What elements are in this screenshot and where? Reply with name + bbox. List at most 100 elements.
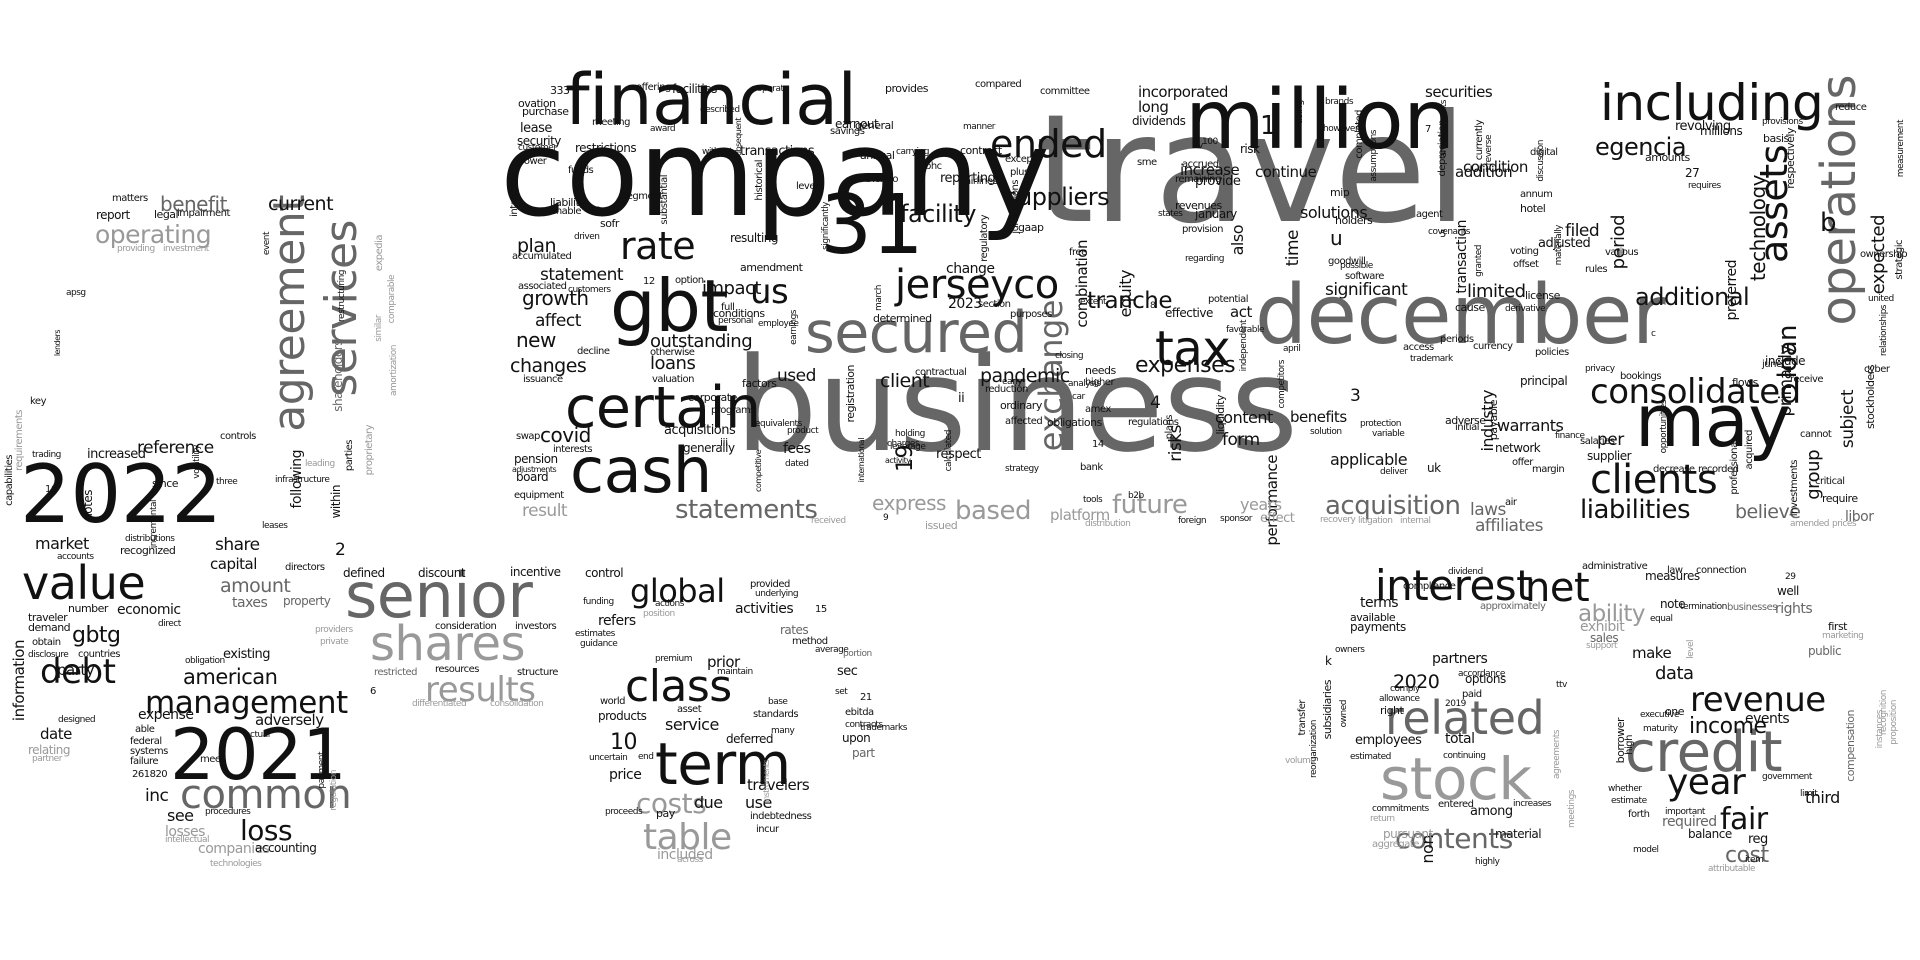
word-limit: limit: [1800, 789, 1818, 799]
word-investors: investors: [515, 621, 557, 632]
word-16: 16: [45, 484, 57, 495]
word-leading: leading: [305, 459, 335, 469]
word-covenants: covenants: [1428, 227, 1470, 237]
word-structure: structure: [517, 667, 558, 678]
word-intangible: intangible: [509, 172, 520, 217]
word-price: price: [609, 767, 642, 783]
word-adverse: adverse: [1445, 414, 1486, 427]
word-agreement: agreement: [264, 195, 315, 432]
word-2023: 2023: [948, 296, 982, 312]
word-reg: reg: [1748, 832, 1768, 847]
word-marketing: marketing: [1822, 631, 1864, 641]
word-capabilities: capabilities: [4, 455, 15, 506]
word-sales: sales: [1590, 631, 1619, 645]
word-ovation: ovation: [518, 97, 556, 110]
word-affect: affect: [535, 311, 581, 331]
word-level: level: [1686, 640, 1696, 659]
word-salaries: salaries: [1580, 436, 1615, 447]
word-gbtg: gbtg: [72, 623, 121, 648]
word-companies: companies: [198, 841, 270, 857]
word-earnout: earnout: [835, 117, 879, 131]
word-relationships: relationships: [1879, 305, 1889, 357]
word-portion: portion: [843, 649, 872, 659]
word-refers: refers: [598, 613, 636, 629]
word-common: common: [180, 772, 352, 818]
word-tax: tax: [1155, 321, 1231, 377]
word-actions: actions: [655, 599, 684, 609]
word-hotel: hotel: [1520, 202, 1546, 215]
word-libor: libor: [1845, 509, 1874, 525]
word-equivalents: equivalents: [755, 419, 802, 429]
word-21: 21: [860, 692, 872, 703]
word-critical: critical: [1815, 476, 1845, 487]
word-financial: financial: [565, 59, 857, 141]
word-flows: flows: [1732, 376, 1758, 389]
word-table: table: [643, 817, 732, 858]
word-standards: standards: [753, 709, 799, 720]
word-contents: contents: [1395, 822, 1513, 855]
word-private: private: [320, 637, 349, 647]
word-regulation: regulation: [329, 770, 339, 811]
word-measures: measures: [1645, 569, 1700, 583]
word-value: value: [22, 556, 146, 610]
word-travelers: travelers: [747, 776, 810, 794]
word-compensation: compensation: [1844, 710, 1857, 782]
word-taxes: taxes: [232, 595, 268, 611]
word-party: party: [57, 661, 95, 679]
word-restricted: restricted: [374, 667, 417, 678]
word-provided: provided: [750, 579, 790, 590]
word-among: among: [1470, 804, 1513, 819]
word-completed: completed: [1354, 110, 1365, 159]
word-7: 7: [1425, 124, 1431, 135]
word-payments: payments: [1350, 620, 1406, 634]
word-provides: provides: [885, 82, 929, 95]
word-products: products: [598, 709, 647, 723]
word-plan: plan: [517, 235, 557, 257]
word-paid: paid: [1462, 689, 1482, 700]
word-k: k: [1325, 654, 1332, 668]
word-fees: fees: [783, 441, 811, 457]
word-directors: directors: [285, 562, 325, 573]
word-charges: charges: [887, 439, 920, 449]
word-protection: protection: [1360, 419, 1401, 429]
word-possible: possible: [1340, 261, 1373, 271]
word-management: management: [145, 685, 348, 721]
word-administrative: administrative: [1582, 561, 1648, 572]
word-underlying: underlying: [755, 589, 799, 599]
word-airlines: airlines: [965, 176, 998, 187]
word-year: year: [1667, 762, 1746, 803]
word-6: 6: [370, 686, 376, 697]
word-approximately: approximately: [1480, 601, 1546, 612]
word-economic: economic: [117, 602, 181, 618]
word-amounts: amounts: [1645, 151, 1690, 164]
word-customers: customers: [568, 285, 611, 295]
word-adjusted: adjusted: [1538, 236, 1591, 251]
word-report: report: [96, 208, 130, 222]
word-date: date: [40, 725, 72, 743]
word-limited: limited: [1467, 281, 1526, 302]
word-controls: controls: [220, 431, 256, 442]
word-internal: internal: [1400, 516, 1431, 526]
word-apsg: apsg: [66, 288, 86, 298]
word-prior: prior: [707, 653, 740, 671]
word-countries: countries: [78, 649, 120, 660]
word-periods: periods: [1440, 334, 1474, 345]
word-decrease: decrease: [1653, 464, 1695, 475]
word-number: number: [68, 602, 108, 615]
word-5: 5: [1440, 229, 1446, 240]
word-9: 9: [883, 513, 889, 523]
word-deferred: deferred: [726, 732, 774, 746]
word-discussion: discussion: [1536, 140, 1546, 182]
word-annum: annum: [1520, 189, 1553, 200]
word-dated: dated: [785, 459, 809, 469]
word-currency: currency: [1473, 341, 1513, 352]
word-estimated: estimated: [1350, 752, 1391, 762]
word-remaining: remaining: [1175, 174, 1222, 185]
word-333: 333: [550, 84, 570, 97]
word-shares: shares: [370, 616, 526, 672]
word-actual: actual: [245, 730, 270, 740]
word-period: period: [1608, 215, 1629, 270]
word-agreements: agreements: [1552, 730, 1562, 780]
word-rules: rules: [1585, 264, 1608, 275]
